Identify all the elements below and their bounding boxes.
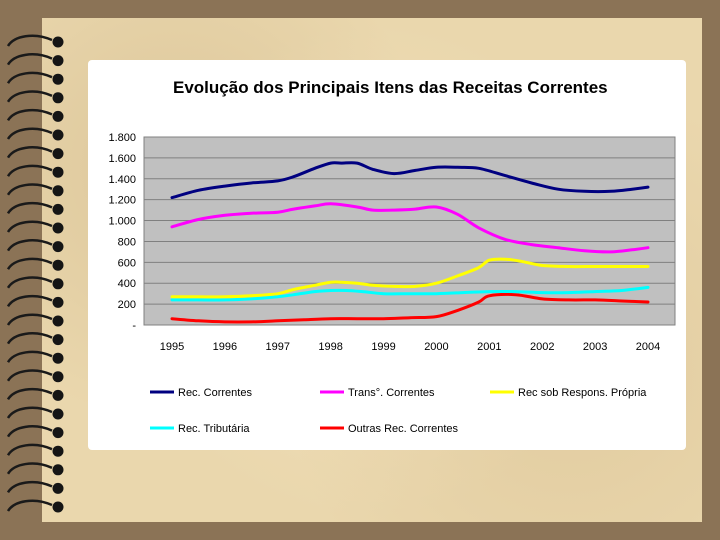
spiral-ring xyxy=(6,387,64,401)
x-tick-label: 1998 xyxy=(318,341,342,353)
spiral-ring xyxy=(6,71,64,85)
y-tick-label: 600 xyxy=(118,257,136,269)
spiral-ring xyxy=(6,220,64,234)
chart-card: Evolução dos Principais Itens das Receit… xyxy=(88,60,686,450)
spiral-ring xyxy=(6,183,64,197)
x-tick-label: 2004 xyxy=(636,341,660,353)
y-tick-label: - xyxy=(132,320,136,332)
spiral-ring xyxy=(6,276,64,290)
chart: Evolução dos Principais Itens das Receit… xyxy=(108,78,676,435)
spiral-ring xyxy=(6,406,64,420)
gridlines xyxy=(144,157,675,305)
spiral-ring xyxy=(6,53,64,67)
series-line-3 xyxy=(170,285,650,302)
spiral-ring xyxy=(6,294,64,308)
y-tick-label: 1.400 xyxy=(108,174,136,186)
spiral-ring xyxy=(6,332,64,346)
y-tick-label: 1.800 xyxy=(108,132,136,144)
y-tick-label: 200 xyxy=(118,299,136,311)
chart-title: Evolução dos Principais Itens das Receit… xyxy=(173,78,608,97)
x-tick-label: 2001 xyxy=(477,341,501,353)
legend-label: Rec. Tributária xyxy=(178,423,250,435)
series-lines xyxy=(170,161,650,324)
legend-label: Outras Rec. Correntes xyxy=(348,423,459,435)
y-axis-ticks: - 200 400 600 800 1.000 1.200 1.400 1.600 1.800 xyxy=(108,132,136,332)
spiral-ring xyxy=(6,164,64,178)
spiral-ring xyxy=(6,443,64,457)
x-tick-label: 1996 xyxy=(213,341,237,353)
y-tick-label: 1.600 xyxy=(108,153,136,165)
spiral-ring xyxy=(6,90,64,104)
spiral-ring xyxy=(6,34,64,48)
series-line-2 xyxy=(170,257,650,299)
spiral-ring xyxy=(6,462,64,476)
x-tick-label: 1999 xyxy=(371,341,395,353)
series-line-0 xyxy=(170,161,650,200)
x-tick-label: 2002 xyxy=(530,341,554,353)
spiral-ring xyxy=(6,425,64,439)
x-tick-label: 1997 xyxy=(266,341,290,353)
series-line-4 xyxy=(170,292,650,324)
y-tick-label: 1.200 xyxy=(108,195,136,207)
x-tick-label: 1995 xyxy=(160,341,184,353)
spiral-ring xyxy=(6,239,64,253)
spiral-ring xyxy=(6,127,64,141)
legend: Rec. Correntes Trans°. Correntes Rec sob R… xyxy=(150,387,647,435)
spiral-ring xyxy=(6,201,64,215)
x-tick-label: 2003 xyxy=(583,341,607,353)
spiral-ring xyxy=(6,313,64,327)
spiral-ring xyxy=(6,257,64,271)
legend-label: Rec. Correntes xyxy=(178,387,252,399)
x-axis-ticks: 1995 1996 1997 1998 1999 2000 2001 2002 2003 2004 xyxy=(160,341,660,353)
x-tick-label: 2000 xyxy=(424,341,448,353)
series-line-1 xyxy=(170,202,650,254)
y-tick-label: 800 xyxy=(118,236,136,248)
spiral-ring xyxy=(6,499,64,513)
spiral-ring xyxy=(6,146,64,160)
y-tick-label: 400 xyxy=(118,278,136,290)
spiral-binding xyxy=(6,34,64,513)
y-tick-label: 1.000 xyxy=(108,216,136,228)
spiral-ring xyxy=(6,480,64,494)
legend-label: Rec sob Respons. Própria xyxy=(518,387,647,399)
spiral-ring xyxy=(6,108,64,122)
legend-label: Trans°. Correntes xyxy=(348,387,435,399)
spiral-ring xyxy=(6,350,64,364)
spiral-ring xyxy=(6,369,64,383)
